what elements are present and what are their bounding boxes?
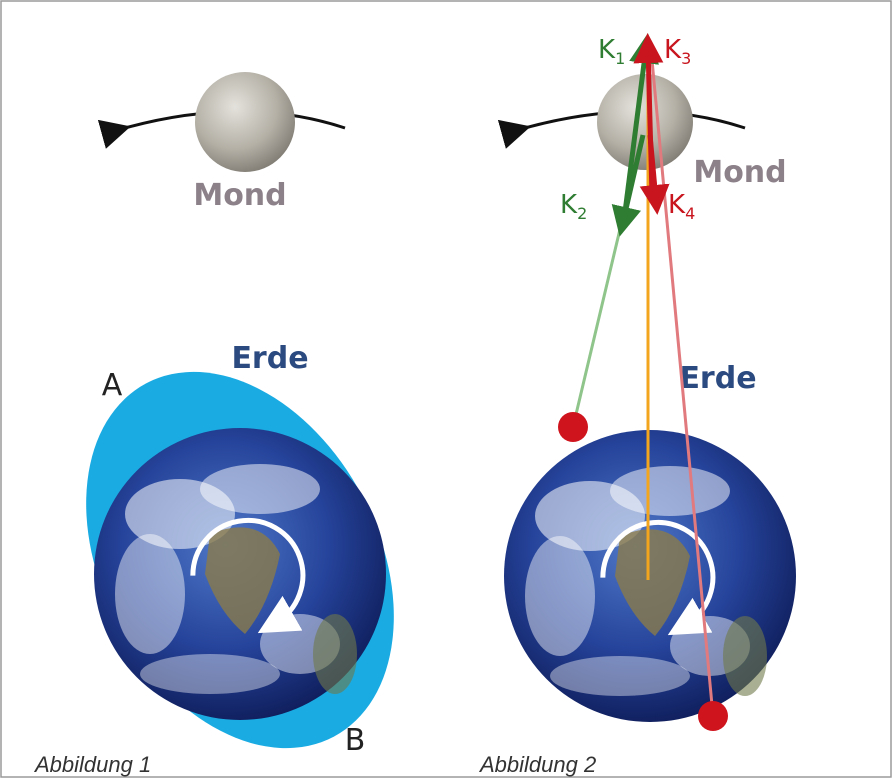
force-label: K4 (668, 190, 695, 223)
point-marker (698, 701, 728, 731)
earth (504, 430, 796, 722)
figure-1: Mond Erde A B Abbildung 1 (24, 72, 455, 778)
caption: Abbildung 1 (33, 752, 151, 777)
force-label: K1 (598, 35, 625, 68)
label-part: 2 (577, 204, 587, 223)
moon-label: Mond (193, 178, 286, 213)
moon (195, 72, 295, 172)
label-part: 4 (685, 204, 695, 223)
moon-label: Mond (693, 155, 786, 190)
earth-label: Erde (231, 341, 308, 376)
label-part: 3 (681, 49, 691, 68)
diagram: Mond Erde A B Abbildung 1 Mond Erde K1 K… (0, 0, 892, 778)
label-part: 1 (615, 49, 625, 68)
moon (597, 74, 693, 170)
point-marker (558, 412, 588, 442)
point-label: B (345, 723, 366, 758)
label-part: K (664, 35, 682, 65)
force-label: K2 (560, 190, 587, 223)
label-part: K (560, 190, 578, 220)
caption: Abbildung 2 (478, 752, 596, 777)
force-label: K3 (664, 35, 691, 68)
label-part: K (598, 35, 616, 65)
point-label: A (102, 368, 123, 403)
gravity-line (573, 225, 621, 427)
earth-label: Erde (679, 361, 756, 396)
earth (94, 428, 386, 720)
label-part: K (668, 190, 686, 220)
figure-2: Mond Erde K1 K2 K3 K4 Abbildung 2 (478, 35, 796, 777)
